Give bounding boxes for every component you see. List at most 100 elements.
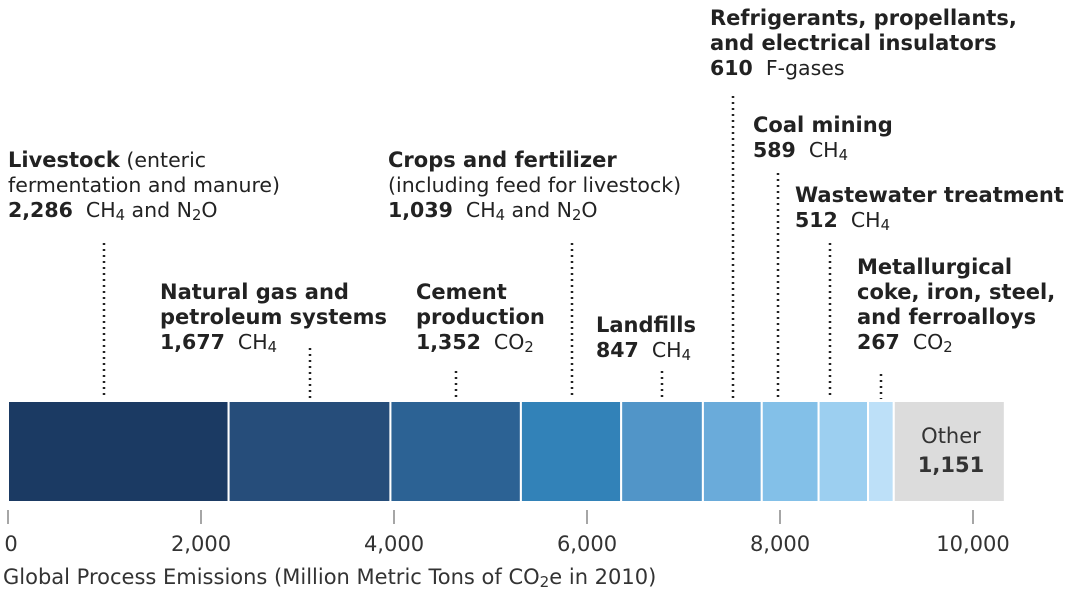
gas-part: O: [581, 198, 598, 222]
segment-gas: CH4: [808, 138, 848, 164]
gas-subscript: 4: [838, 146, 848, 164]
other-segment-label: Other 1,151: [896, 422, 1006, 480]
segment-value: 1,677: [160, 330, 225, 354]
x-tick-label: 0: [4, 532, 18, 556]
gas-subscript: 2: [524, 338, 534, 356]
bar-segments: [7, 400, 1006, 503]
bar-segment-crops-and-fertilizer: [519, 400, 623, 503]
segment-note-part: (enteric: [126, 148, 207, 172]
segment-value-line: 512 CH4: [795, 208, 1064, 233]
segment-gas: CH4 and N2O: [465, 198, 598, 224]
x-axis-title: Global Process Emissions (Million Metric…: [3, 565, 657, 592]
segment-category-line: and electrical insulators: [710, 31, 997, 55]
segment-gas: CO2: [493, 330, 534, 356]
bar-segment-refrigerants-propellants-and-electrical-insulators: [701, 400, 763, 503]
segment-note: (including feed for livestock): [388, 173, 682, 197]
bar-segment-other: [892, 400, 1006, 503]
segment-label: Cement production 1,352 CO2: [416, 280, 545, 355]
gas-part: CH: [850, 208, 881, 232]
segment-value: 610: [710, 56, 753, 80]
x-tick-label: 8,000: [749, 532, 811, 556]
segment-value: 847: [596, 338, 639, 362]
segment-value: 1,039: [388, 198, 453, 222]
segment-value-line: 1,352 CO2: [416, 330, 545, 355]
x-axis-ticks: [7, 510, 974, 524]
bar-segment-cement-production: [389, 400, 522, 503]
segment-gas: CH4 and N2O: [86, 198, 218, 224]
segment-category: Refrigerants, propellants, and electrical…: [710, 6, 1017, 56]
segment-category-line: Refrigerants, propellants,: [710, 6, 1017, 30]
segment-label: Livestock (enteric fermentation and manur…: [8, 148, 280, 223]
leader-lines: [102, 96, 883, 399]
segment-value-line: 847 CH4: [596, 338, 696, 363]
gas-subscript: 2: [943, 338, 953, 356]
x-axis-title-pre: Global Process Emissions (Million Metric…: [3, 565, 540, 589]
gas-subscript: 4: [495, 206, 506, 224]
x-axis-title-sub: 2: [539, 573, 550, 592]
segment-category-line: and ferroalloys: [857, 305, 1037, 329]
segment-category-line: coke, iron, steel,: [857, 280, 1056, 304]
gas-subscript: 4: [880, 216, 890, 234]
segment-value: 2,286: [8, 198, 73, 222]
gas-part: CH: [465, 198, 496, 222]
gas-subscript: 2: [571, 206, 582, 224]
x-tick-label: 10,000: [936, 532, 1010, 556]
segment-value-line: 1,677 CH4: [160, 330, 387, 355]
bar-segment-landfills: [620, 400, 704, 503]
segment-label: Crops and fertilizer (including feed for …: [388, 148, 681, 223]
segment-label: Refrigerants, propellants, and electrical…: [710, 6, 1017, 81]
segment-category: Wastewater treatment: [795, 183, 1064, 207]
gas-part: and N: [125, 198, 192, 222]
segment-gas: CO2: [912, 330, 953, 356]
segment-value-line: 589 CH4: [753, 138, 893, 163]
segment-category-line: Cement: [416, 280, 507, 304]
segment-category: Metallurgical coke, iron, steel, and ferro…: [857, 255, 1055, 330]
segment-value: 1,352: [416, 330, 481, 354]
segment-category: Crops and fertilizer: [388, 148, 617, 172]
gas-subscript: 4: [267, 338, 278, 356]
segment-label: Wastewater treatment 512 CH4: [795, 183, 1064, 233]
segment-category: Livestock: [8, 148, 120, 172]
segment-value: 512: [795, 208, 838, 232]
segment-label: Natural gas and petroleum systems 1,677 CH…: [160, 280, 387, 355]
bar-segment-natural-gas-and-petroleum-systems: [227, 400, 392, 503]
gas-subscript: 2: [191, 206, 202, 224]
x-tick-label: 2,000: [170, 532, 232, 556]
segment-value-line: 610 F-gases: [710, 56, 1017, 81]
gas-part: CH: [237, 330, 268, 354]
gas-part: CO: [912, 330, 944, 354]
segment-value-line: 2,286 CH4 and N2O: [8, 198, 280, 223]
segment-value: 267: [857, 330, 900, 354]
segment-value-line: 1,039 CH4 and N2O: [388, 198, 681, 223]
other-category: Other: [921, 424, 981, 448]
segment-gas: CH4: [850, 208, 890, 234]
segment-label: Coal mining 589 CH4: [753, 113, 893, 163]
other-value: 1,151: [917, 453, 985, 477]
x-axis-title-post: e in 2010): [549, 565, 657, 589]
bar-segment-wastewater-treatment: [817, 400, 870, 503]
segment-gas: F-gases: [766, 56, 845, 80]
gas-part: CO: [493, 330, 525, 354]
bar-segment-livestock: [7, 400, 230, 503]
segment-category-line: production: [416, 305, 545, 329]
segment-title-line: Livestock (enteric: [8, 148, 280, 173]
gas-part: CH: [808, 138, 839, 162]
x-tick-label: 6,000: [556, 532, 618, 556]
segment-label: Landfills 847 CH4: [596, 313, 696, 363]
gas-subscript: 4: [681, 346, 691, 364]
bar-segment-coal-mining: [760, 400, 820, 503]
segment-gas: CH4: [237, 330, 278, 356]
bar-segment-metallurgical-coke-iron-steel-and-ferroalloys: [867, 400, 895, 503]
segment-category-line: Natural gas and: [160, 280, 349, 304]
segment-category: Cement production: [416, 280, 545, 330]
segment-note-part: fermentation and manure): [8, 173, 281, 197]
segment-value-line: 267 CO2: [857, 330, 1055, 355]
gas-part: CH: [651, 338, 682, 362]
segment-value: 589: [753, 138, 796, 162]
segment-label: Metallurgical coke, iron, steel, and ferro…: [857, 255, 1055, 355]
gas-part: O: [201, 198, 218, 222]
segment-category: Coal mining: [753, 113, 893, 137]
gas-subscript: 4: [115, 206, 126, 224]
gas-part: F-gases: [765, 56, 845, 80]
